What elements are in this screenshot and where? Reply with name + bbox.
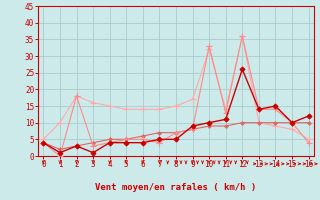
X-axis label: Vent moyen/en rafales ( km/h ): Vent moyen/en rafales ( km/h )	[95, 183, 257, 192]
